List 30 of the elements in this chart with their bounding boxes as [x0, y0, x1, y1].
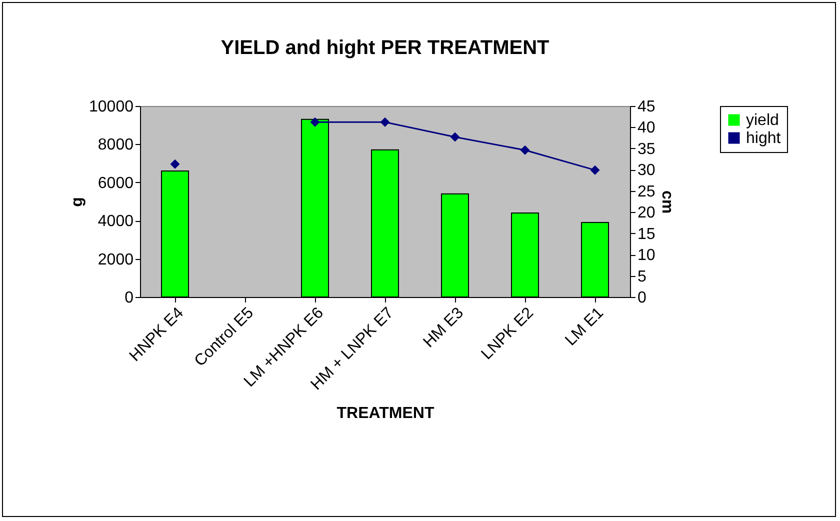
- y2-tick-label: 25: [638, 183, 656, 200]
- y2-tick-label: 20: [638, 204, 656, 222]
- y-tick-label: 2000: [98, 251, 134, 268]
- point: [590, 165, 600, 175]
- point: [170, 159, 180, 169]
- y-tick-label: 8000: [98, 136, 134, 154]
- y-tick-label: 0: [124, 290, 134, 306]
- y2-tick-label: 30: [638, 162, 656, 180]
- point: [450, 132, 460, 142]
- point: [520, 145, 530, 155]
- y2-tick-label: 0: [638, 290, 646, 306]
- y2-tick-label: 35: [638, 140, 656, 158]
- x-axis-title: TREATMENT: [336, 404, 434, 422]
- y-tick-label: 6000: [98, 174, 134, 192]
- y2-tick-label: 5: [638, 268, 646, 286]
- y2-tick-label: 15: [638, 226, 656, 243]
- y2-axis-title: cm: [658, 190, 676, 214]
- legend-label: hight: [746, 130, 782, 147]
- y2-tick-label: 40: [638, 120, 656, 137]
- y-tick-label: 4000: [98, 213, 134, 230]
- chart-title: YIELD and hight PER TREATMENT: [220, 37, 550, 59]
- x-tick-label: HM E3: [420, 304, 468, 352]
- y-tick-label: 10000: [89, 98, 134, 116]
- legend-label: yield: [746, 112, 779, 129]
- y-axis-title: g: [69, 197, 86, 207]
- x-tick-label: LM E1: [562, 304, 608, 350]
- y2-tick-label: 45: [638, 98, 656, 116]
- point: [310, 117, 320, 127]
- point: [380, 117, 390, 127]
- y2-tick-label: 10: [638, 247, 656, 264]
